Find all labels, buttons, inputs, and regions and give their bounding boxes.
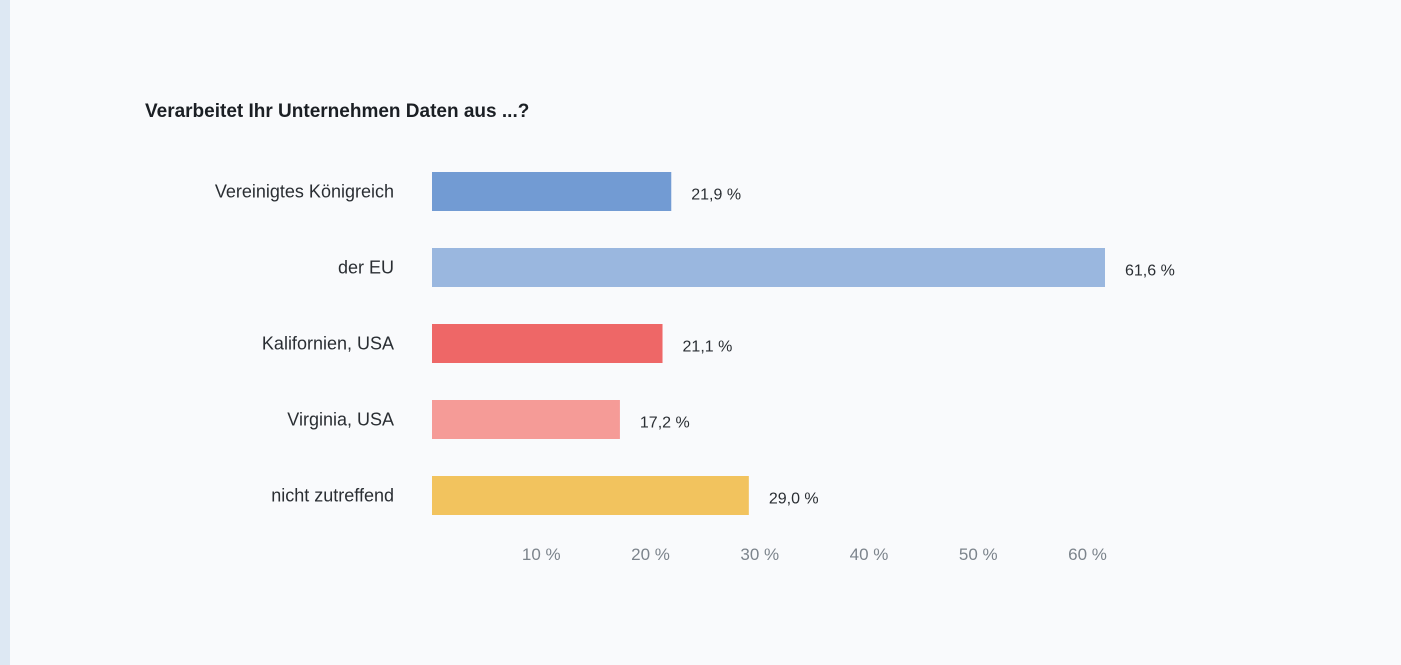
- x-tick-label: 10 %: [522, 545, 561, 564]
- category-label: Vereinigtes Königreich: [215, 182, 394, 202]
- bar: [432, 400, 620, 439]
- category-label: der EU: [338, 258, 394, 278]
- category-label: Virginia, USA: [287, 410, 394, 430]
- x-tick-label: 30 %: [740, 545, 779, 564]
- bar: [432, 172, 672, 211]
- value-label: 21,9 %: [691, 187, 741, 204]
- bars: [432, 172, 1105, 515]
- bar: [432, 248, 1105, 287]
- bar: [432, 476, 749, 515]
- category-labels: Vereinigtes Königreich der EU Kalifornien,…: [215, 182, 394, 506]
- x-axis-ticks: 10 % 20 % 30 % 40 % 50 % 60 %: [522, 545, 1107, 564]
- x-tick-label: 50 %: [959, 545, 998, 564]
- value-label: 17,2 %: [640, 415, 690, 432]
- value-label: 29,0 %: [769, 491, 819, 508]
- value-label: 61,6 %: [1125, 263, 1175, 280]
- value-labels: 21,9 % 61,6 % 21,1 % 17,2 % 29,0 %: [640, 187, 1175, 508]
- category-label: nicht zutreffend: [271, 486, 394, 506]
- left-accent-rail: [0, 0, 10, 665]
- category-label: Kalifornien, USA: [262, 334, 394, 354]
- x-tick-label: 20 %: [631, 545, 670, 564]
- bar: [432, 324, 663, 363]
- chart-title: Verarbeitet Ihr Unternehmen Daten aus ..…: [145, 101, 530, 122]
- x-tick-label: 40 %: [850, 545, 889, 564]
- value-label: 21,1 %: [683, 339, 733, 356]
- x-tick-label: 60 %: [1068, 545, 1107, 564]
